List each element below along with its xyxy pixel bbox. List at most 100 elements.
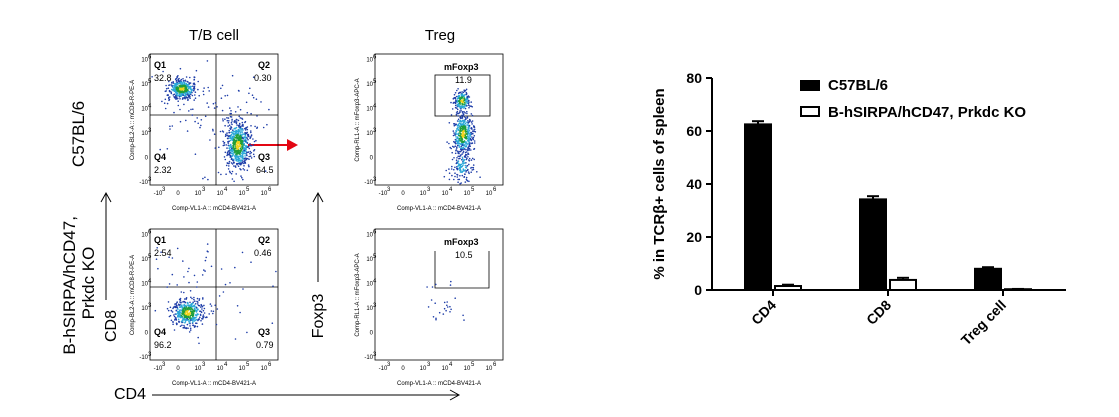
flow-event-dot	[236, 124, 238, 126]
flow-event-dot	[438, 311, 441, 314]
flow-event-dot	[199, 310, 201, 313]
flow-event-dot	[454, 166, 456, 169]
flow-event-dot	[196, 117, 198, 119]
flow-event-dot	[459, 122, 462, 125]
flow-event-dot	[457, 140, 460, 142]
flow-event-dot	[468, 145, 470, 147]
flow-event-dot	[189, 325, 191, 327]
flow-event-dot	[180, 90, 182, 93]
flow-event-dot	[184, 84, 186, 87]
flow-event-dot	[177, 310, 179, 313]
flow-event-dot	[179, 67, 182, 70]
flow-event-dot	[166, 148, 169, 150]
flow-event-dot	[187, 81, 189, 83]
flow-event-dot	[253, 140, 256, 143]
flow-event-dot	[228, 145, 230, 147]
flow-event-dot	[244, 133, 247, 135]
flow-event-dot	[201, 323, 204, 325]
flow-xtick-exp: 5	[246, 362, 250, 368]
flow-event-dot	[239, 144, 242, 146]
flow-event-dot	[242, 125, 244, 127]
flow-event-dot	[462, 96, 464, 98]
flow-event-dot	[249, 152, 251, 155]
flow-event-dot	[462, 91, 465, 94]
flow-xtick-exp: 4	[224, 187, 228, 193]
flow-event-dot	[233, 130, 235, 133]
flow-event-dot	[200, 306, 202, 308]
flow-event-dot	[463, 145, 466, 147]
flow-event-dot	[188, 110, 190, 112]
flow-event-dot	[200, 319, 202, 322]
flow-event-dot	[248, 92, 250, 95]
flow-event-dot	[192, 305, 194, 308]
flow-event-dot	[177, 97, 179, 100]
flow-event-dot	[163, 102, 166, 104]
flow-xtick-exp: 3	[427, 362, 431, 368]
flow-event-dot	[452, 130, 455, 132]
wt-q4-name: Q4	[154, 152, 166, 162]
flow-event-dot	[196, 286, 198, 288]
flow-event-dot	[230, 172, 233, 175]
flow-event-dot	[210, 265, 213, 268]
flow-event-dot	[443, 301, 446, 304]
flow-event-dot	[229, 143, 232, 146]
flow-event-dot	[464, 107, 467, 110]
flow-event-dot	[460, 120, 462, 123]
flow-event-dot	[235, 122, 238, 125]
flow-event-dot	[195, 306, 198, 309]
flow-ytick-exp: 3	[148, 303, 152, 309]
flow-event-dot	[453, 178, 455, 181]
flow-event-dot	[188, 94, 191, 97]
flow-event-dot	[182, 312, 184, 314]
flow-event-dot	[237, 106, 239, 108]
legend-swatch-ko	[800, 106, 820, 117]
wt-tb-xlabel: Comp-VL1-A :: mCD4-BV421-A	[172, 206, 256, 212]
flow-event-dot	[249, 143, 251, 145]
flow-event-dot	[188, 314, 190, 316]
flow-event-dot	[186, 302, 189, 304]
flow-event-dot	[231, 118, 233, 121]
flow-event-dot	[227, 117, 230, 119]
flow-event-dot	[189, 290, 192, 292]
flow-event-dot	[191, 89, 193, 92]
flow-event-dot	[237, 162, 239, 165]
flow-event-dot	[470, 113, 473, 115]
flow-event-dot	[234, 338, 237, 340]
flow-event-dot	[206, 60, 209, 62]
flow-event-dot	[256, 115, 258, 117]
flow-event-dot	[227, 168, 230, 170]
flow-event-dot	[231, 135, 234, 138]
flow-event-dot	[239, 133, 241, 135]
flow-event-dot	[201, 274, 204, 276]
flow-event-dot	[467, 148, 469, 151]
flow-event-dot	[235, 159, 238, 162]
flow-event-dot	[191, 303, 193, 305]
ko-q4-name: Q4	[154, 327, 166, 337]
flow-event-dot	[450, 147, 453, 150]
flow-event-dot	[179, 98, 181, 100]
flow-event-dot	[212, 130, 214, 132]
flow-event-dot	[178, 313, 181, 315]
flow-event-dot	[465, 100, 468, 103]
flow-event-dot	[468, 149, 471, 151]
flow-event-dot	[188, 96, 190, 98]
flow-event-dot	[456, 150, 459, 152]
flow-event-dot	[249, 155, 252, 157]
flow-event-dot	[175, 313, 178, 315]
flow-event-dot	[182, 81, 184, 83]
flow-event-dot	[200, 119, 203, 121]
flow-event-dot	[214, 304, 216, 307]
flow-event-dot	[461, 174, 464, 177]
flow-event-dot	[464, 130, 467, 133]
flow-event-dot	[471, 123, 473, 125]
flow-event-dot	[241, 151, 244, 153]
flow-event-dot	[228, 170, 231, 173]
flow-event-dot	[187, 270, 189, 273]
flow-event-dot	[199, 316, 201, 319]
flow-event-dot	[218, 146, 220, 149]
flow-event-dot	[231, 163, 234, 165]
flow-event-dot	[469, 105, 471, 107]
flow-event-dot	[255, 139, 257, 142]
flow-event-dot	[246, 111, 249, 114]
flow-event-dot	[185, 327, 188, 330]
